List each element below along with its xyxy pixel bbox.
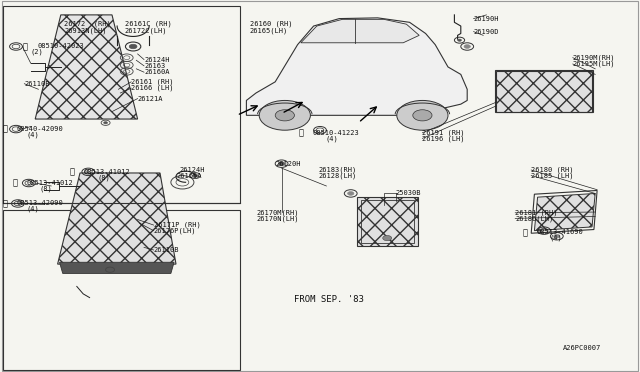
Circle shape: [104, 122, 108, 124]
Bar: [361, 200, 414, 243]
Bar: [3, 210, 240, 370]
Circle shape: [348, 192, 354, 195]
Text: 08513-41690: 08513-41690: [536, 230, 583, 235]
Circle shape: [275, 110, 294, 121]
Text: (2): (2): [31, 49, 44, 55]
Text: 26120H: 26120H: [275, 161, 301, 167]
Text: 26166 (LH): 26166 (LH): [131, 85, 173, 92]
Circle shape: [554, 234, 560, 238]
Bar: [495, 70, 593, 112]
Text: 26170N(LH): 26170N(LH): [256, 215, 298, 222]
Circle shape: [278, 162, 285, 166]
Bar: [3, 6, 240, 203]
Text: (4): (4): [27, 131, 40, 138]
Text: 08510-42023: 08510-42023: [37, 44, 84, 49]
Polygon shape: [60, 262, 174, 273]
Circle shape: [108, 269, 112, 271]
Text: (8): (8): [97, 174, 110, 181]
Polygon shape: [35, 15, 138, 119]
Text: 26190D: 26190D: [474, 29, 499, 35]
Text: Ⓢ: Ⓢ: [69, 167, 74, 176]
Text: FROM SEP. '83: FROM SEP. '83: [294, 295, 364, 304]
Text: Ⓢ: Ⓢ: [23, 42, 28, 51]
Text: 25030B: 25030B: [396, 190, 421, 196]
Circle shape: [397, 100, 448, 130]
Text: 26165(LH): 26165(LH): [250, 27, 288, 34]
Polygon shape: [357, 197, 418, 246]
Text: 26170M(RH): 26170M(RH): [256, 209, 298, 216]
Text: 26161C (RH): 26161C (RH): [125, 21, 172, 28]
Text: Ⓢ: Ⓢ: [13, 179, 18, 187]
Text: 26163: 26163: [144, 63, 165, 69]
Text: 26185 (LH): 26185 (LH): [531, 172, 573, 179]
Circle shape: [413, 110, 432, 121]
Text: 26183(RH): 26183(RH): [319, 167, 357, 173]
Text: Ⓢ: Ⓢ: [522, 228, 527, 237]
Circle shape: [193, 174, 198, 177]
Text: 26110B: 26110B: [24, 81, 50, 87]
Circle shape: [129, 44, 137, 49]
Polygon shape: [246, 18, 467, 115]
Circle shape: [458, 39, 461, 41]
Text: 26161 (RH): 26161 (RH): [131, 78, 173, 85]
Text: 26124H: 26124H: [179, 167, 205, 173]
Text: 26160 (RH): 26160 (RH): [250, 21, 292, 28]
Text: 26195M(LH): 26195M(LH): [573, 61, 615, 67]
Circle shape: [464, 45, 470, 48]
Text: 26128(LH): 26128(LH): [319, 172, 357, 179]
Text: 08510-41223: 08510-41223: [312, 130, 359, 136]
Polygon shape: [534, 193, 595, 231]
Text: 26196 (LH): 26196 (LH): [422, 135, 465, 142]
Circle shape: [259, 100, 310, 130]
Text: 08513-42090: 08513-42090: [17, 201, 63, 206]
Text: 26110B: 26110B: [154, 247, 179, 253]
Text: 26181 (RH): 26181 (RH): [515, 209, 557, 216]
Text: 26124H: 26124H: [144, 57, 170, 62]
Text: (4): (4): [27, 206, 40, 212]
Text: 26913N(LH): 26913N(LH): [64, 27, 106, 34]
Text: Ⓢ: Ⓢ: [3, 199, 8, 208]
Text: Ⓢ: Ⓢ: [298, 128, 303, 137]
Text: 08540-42090: 08540-42090: [17, 126, 63, 132]
Text: 26171P (RH): 26171P (RH): [154, 222, 200, 228]
Text: 26121A: 26121A: [138, 96, 163, 102]
Text: 26172  (RH): 26172 (RH): [64, 21, 111, 28]
Circle shape: [383, 235, 392, 241]
Text: 26186(LH): 26186(LH): [515, 215, 554, 222]
Text: 26176P(LH): 26176P(LH): [154, 227, 196, 234]
Text: 26190H: 26190H: [474, 16, 499, 22]
Polygon shape: [58, 173, 176, 264]
Text: A26PC0007: A26PC0007: [563, 345, 602, 351]
Text: 26180 (RH): 26180 (RH): [531, 167, 573, 173]
Text: 08513-41012: 08513-41012: [27, 180, 74, 186]
Text: 26191 (RH): 26191 (RH): [422, 129, 465, 136]
Text: 26172C(LH): 26172C(LH): [125, 27, 167, 34]
Text: 26160A: 26160A: [144, 69, 170, 75]
Text: 08513-41012: 08513-41012: [83, 169, 130, 175]
Text: (4): (4): [549, 235, 562, 241]
Text: 26190M(RH): 26190M(RH): [573, 54, 615, 61]
Text: 26165A: 26165A: [176, 173, 202, 179]
Text: Ⓢ: Ⓢ: [3, 125, 8, 134]
Text: (8): (8): [40, 185, 52, 192]
Text: (4): (4): [325, 135, 338, 142]
Polygon shape: [496, 71, 592, 112]
Polygon shape: [301, 19, 419, 43]
